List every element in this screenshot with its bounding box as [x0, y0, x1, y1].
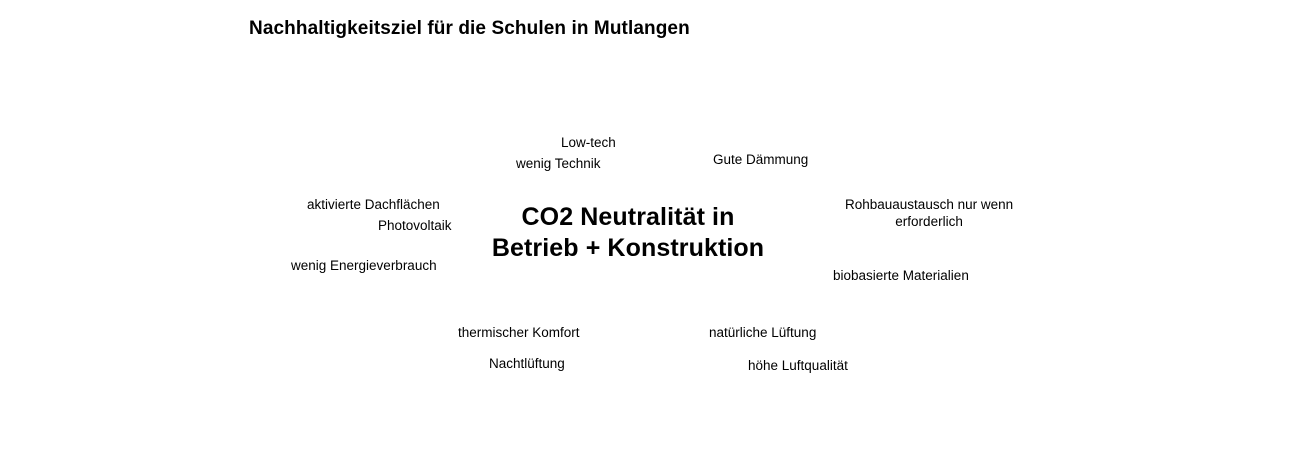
keyword-rohbauaustausch: Rohbauaustausch nur wenn erforderlich	[845, 196, 1013, 230]
keyword-gute-daemmung: Gute Dämmung	[713, 152, 809, 167]
keyword-wenig-energieverbrauch: wenig Energieverbrauch	[291, 258, 437, 273]
keyword-thermischer-komfort: thermischer Komfort	[458, 325, 580, 340]
keyword-wenig-technik: wenig Technik	[516, 156, 601, 171]
central-statement-line-2: Betrieb + Konstruktion	[491, 234, 765, 262]
keyword-rohbauaustausch-line-1: Rohbauaustausch nur wenn	[845, 197, 1014, 212]
keyword-photovoltaik: Photovoltaik	[378, 218, 452, 233]
keyword-rohbauaustausch-line-2: erforderlich	[895, 214, 963, 229]
keyword-natuerliche-lueftung: natürliche Lüftung	[709, 325, 817, 340]
keyword-nachtlueftung: Nachtlüftung	[489, 356, 565, 371]
central-statement-line-1: CO2 Neutralität in	[521, 203, 735, 231]
page-title: Nachhaltigkeitsziel für die Schulen in M…	[249, 18, 690, 39]
keyword-low-tech: Low-tech	[561, 135, 616, 150]
keyword-hoehe-luftqualitaet: höhe Luftqualität	[748, 358, 848, 373]
keyword-biobasierte-materialien: biobasierte Materialien	[833, 268, 969, 283]
central-statement: CO2 Neutralität in Betrieb + Konstruktio…	[418, 202, 838, 264]
keyword-aktivierte-dachflaechen: aktivierte Dachflächen	[307, 197, 440, 212]
